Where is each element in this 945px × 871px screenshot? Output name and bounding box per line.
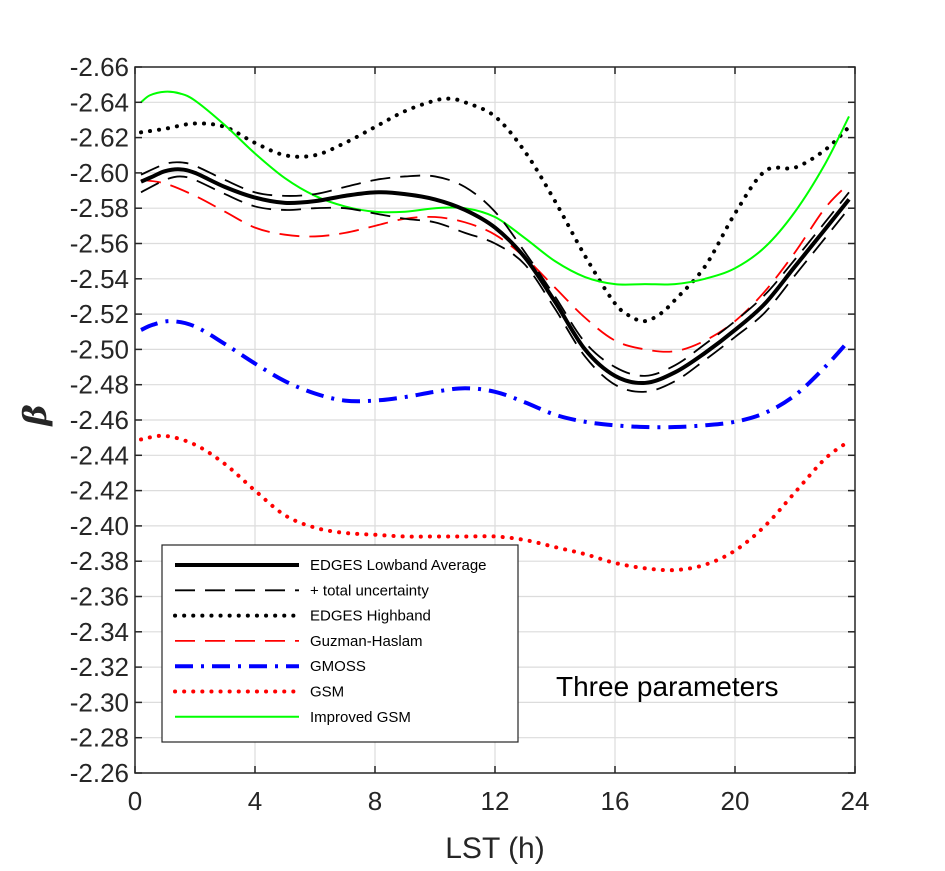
legend-label: GMOSS [310,658,366,675]
legend-label: Guzman-Haslam [310,633,423,650]
y-tick-label: -2.60 [70,158,129,188]
y-tick-label: -2.32 [70,652,129,682]
legend-label: EDGES Lowband Average [310,557,487,574]
y-tick-label: -2.46 [70,405,129,435]
y-tick-label: -2.64 [70,87,129,117]
x-tick-label: 12 [481,786,510,816]
series-line-uncertainty-lower [140,175,850,393]
legend-label: Improved GSM [310,709,411,726]
y-tick-label: -2.44 [70,440,129,470]
legend-label: EDGES Highband [310,608,431,625]
y-axis-label: β [16,404,54,426]
y-tick-label: -2.62 [70,123,129,153]
x-tick-label: 0 [128,786,142,816]
y-tick-label: -2.38 [70,546,129,576]
legend-label: GSM [310,684,344,701]
legend-box [161,544,519,743]
y-tick-label: -2.54 [70,264,129,294]
annotation-text: Three parameters [556,671,779,702]
series-line-total-uncertainty [140,161,850,377]
y-tick-label: -2.34 [70,617,129,647]
legend-item-guzman-haslam: Guzman-Haslam [175,633,423,650]
legend-item-improved-gsm: Improved GSM [175,709,411,726]
series-line-guzman-haslam [140,179,850,353]
legend-item-total-uncertainty: + total uncertainty [175,582,429,599]
legend-item-gsm: GSM [173,684,344,701]
y-tick-label: -2.26 [70,758,129,788]
legend-item-gmoss: GMOSS [175,658,366,675]
x-tick-label: 8 [368,786,382,816]
legend-item-edges-lowband-average: EDGES Lowband Average [175,557,487,574]
y-tick-label: -2.36 [70,582,129,612]
y-tick-label: -2.42 [70,476,129,506]
legend-item-edges-highband: EDGES Highband [173,608,431,625]
ticks [134,66,856,774]
y-tick-labels: -2.66 -2.64 -2.62 -2.60 -2.58 -2.56 -2.54 -2.52… [70,52,129,788]
y-tick-label: -2.52 [70,299,129,329]
x-tick-label: 24 [841,786,870,816]
series-line-gsm [139,433,851,573]
x-axis-label: LST (h) [445,832,544,865]
x-tick-label: 16 [601,786,630,816]
y-tick-label: -2.58 [70,193,129,223]
x-tick-labels: 0 4 8 12 16 20 24 [128,786,870,816]
y-tick-label: -2.48 [70,370,129,400]
y-tick-label: -2.66 [70,52,129,82]
series-line-edges-highband [139,96,851,324]
legend: EDGES Lowband Average + total uncertainty… [161,544,519,743]
y-tick-label: -2.50 [70,334,129,364]
legend-label: + total uncertainty [310,582,429,599]
series-line-gmoss [140,319,851,430]
x-tick-label: 4 [248,786,262,816]
series-group [139,90,851,573]
y-tick-label: -2.30 [70,687,129,717]
x-tick-label: 20 [721,786,750,816]
y-tick-label: -2.56 [70,229,129,259]
series-line-edges-lowband-average [140,167,851,386]
y-tick-label: -2.28 [70,723,129,753]
y-tick-label: -2.40 [70,511,129,541]
